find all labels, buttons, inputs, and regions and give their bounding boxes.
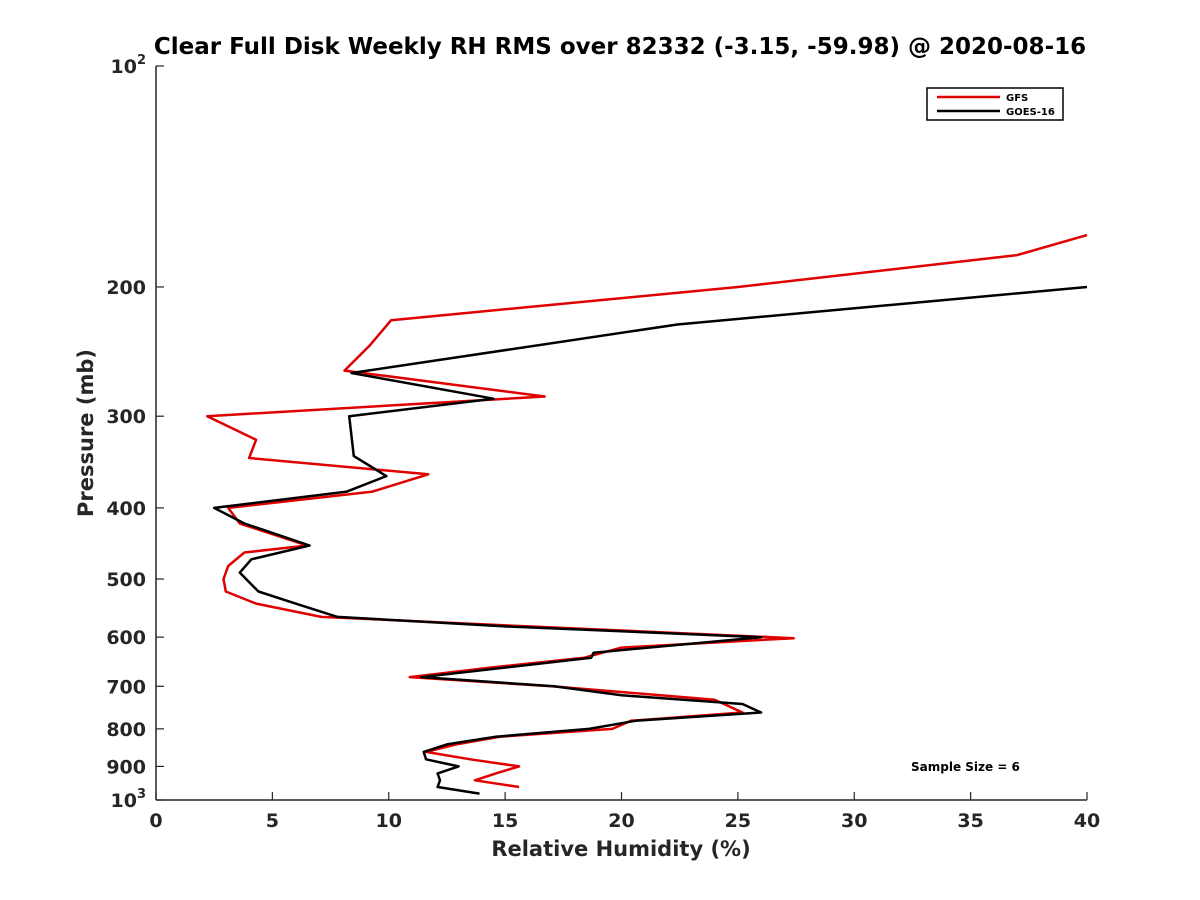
- x-axis-label: Relative Humidity (%): [491, 837, 750, 861]
- sample-size-annotation: Sample Size = 6: [911, 760, 1020, 774]
- legend-label-goes16: GOES-16: [1006, 107, 1055, 118]
- y-axis-label: Pressure (mb): [74, 349, 98, 517]
- y-tick-label-7: 800: [106, 719, 146, 741]
- x-tick-label-1: 5: [266, 810, 279, 832]
- y-tick-label-6: 700: [106, 676, 146, 698]
- x-tick-label-5: 25: [725, 810, 751, 832]
- x-ticks: 0 5 10 15 20 25 30 35 40: [149, 792, 1100, 832]
- legend-label-gfs: GFS: [1006, 93, 1028, 104]
- y-tick-label-3: 400: [106, 498, 146, 520]
- x-tick-label-0: 0: [149, 810, 162, 832]
- y-tick-label-1: 200: [106, 277, 146, 299]
- x-tick-label-7: 35: [957, 810, 983, 832]
- x-tick-label-3: 15: [492, 810, 518, 832]
- y-tick-label-5: 600: [106, 627, 146, 649]
- x-tick-label-6: 30: [841, 810, 867, 832]
- y-tick-label-4: 500: [106, 569, 146, 591]
- plot-frame: [155, 66, 1087, 801]
- y-tick-label-8: 900: [106, 756, 146, 778]
- x-tick-label-4: 20: [608, 810, 634, 832]
- y-tick-label-2: 300: [106, 406, 146, 428]
- series-group: [205, 233, 1088, 795]
- x-tick-label-2: 10: [376, 810, 402, 832]
- y-tick-label-9: 103: [111, 787, 147, 812]
- legend-box: [926, 87, 1064, 121]
- y-tick-label-0: 102: [111, 53, 147, 78]
- x-tick-label-8: 40: [1074, 810, 1100, 832]
- chart-title: Clear Full Disk Weekly RH RMS over 82332…: [154, 34, 1086, 60]
- series-line-goes16: [212, 285, 1088, 795]
- series-line-gfs: [205, 233, 1088, 789]
- legend: GFS GOES-16: [926, 87, 1064, 121]
- y-ticks: 102 200 300 400 500 600 700 800 900 103: [106, 53, 164, 812]
